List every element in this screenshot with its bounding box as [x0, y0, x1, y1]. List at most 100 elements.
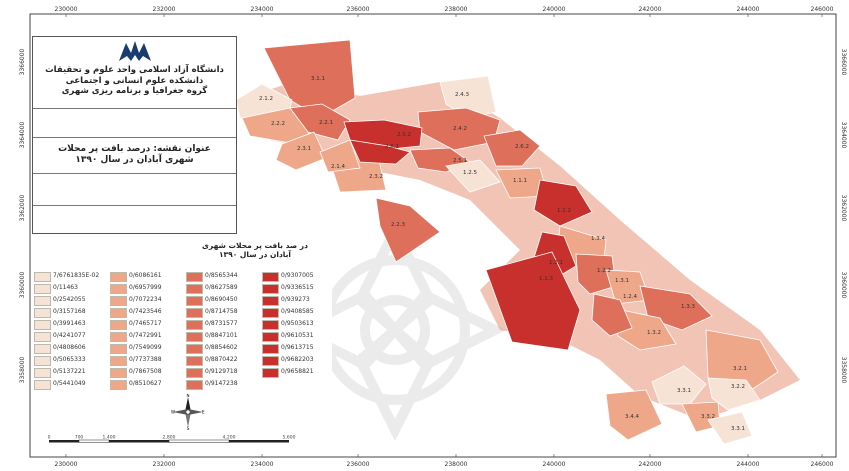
x-tick-label: 244000 — [737, 6, 760, 13]
north-arrow-icon: N S W E — [171, 394, 205, 430]
neighbourhood-label: 1.2.4 — [623, 294, 637, 300]
neighbourhood-label: 2.5.2 — [397, 132, 411, 138]
legend-label: 7/6761835E-02 — [53, 272, 100, 279]
x-tick-label: 232000 — [153, 461, 176, 468]
legend-item: 0/939273 — [260, 294, 333, 306]
legend-item: 0/8854602 — [184, 342, 257, 354]
legend-swatch — [110, 296, 127, 306]
neighbourhood-label: 2.3.2 — [369, 174, 383, 180]
neighbourhood-label: 2.6.2 — [515, 144, 529, 150]
legend-swatch — [110, 332, 127, 342]
legend-swatch — [262, 332, 279, 342]
legend-label: 0/9408585 — [281, 308, 314, 315]
neighbourhood-label: 1.2.1 — [549, 260, 563, 266]
neighbourhood-label: 2.2.2 — [271, 121, 285, 127]
neighbourhood-label: 1.3.4 — [591, 236, 605, 242]
legend-item: 0/9307005 — [260, 270, 333, 282]
legend-swatch — [34, 284, 51, 294]
y-tick-label: 3362000 — [840, 195, 847, 222]
scale-label: 4,200 — [223, 435, 236, 441]
legend-label: 0/9307005 — [281, 272, 314, 279]
institution-line-3: گروه جغرافیا و برنامه ریزی شهری — [61, 86, 208, 96]
legend-item: 0/8870422 — [184, 354, 257, 366]
neighbourhood-label: 3.3.2 — [701, 414, 715, 420]
neighbourhood-label: 3.2.1 — [733, 366, 747, 372]
scale-label: 2,800 — [163, 435, 176, 441]
legend-title-line-2: آبادان در سال ۱۳۹۰ — [218, 250, 292, 259]
institution-block: دانشگاه آزاد اسلامی واحد علوم و تحقیقات … — [33, 37, 236, 109]
legend-item: 0/5065333 — [32, 354, 105, 366]
legend-label: 0/9682203 — [281, 356, 314, 363]
legend-swatch — [186, 368, 203, 378]
legend-label: 0/7465717 — [129, 320, 162, 327]
neighbourhood-label: 1.3.1 — [615, 278, 629, 284]
legend-swatch — [262, 344, 279, 354]
x-tick-label: 236000 — [347, 6, 370, 13]
x-axis-bottom-ticks: 230000 232000 234000 236000 238000 240000 2420… — [55, 454, 834, 468]
legend-swatch — [186, 356, 203, 366]
university-logo-icon — [119, 41, 151, 61]
neighbourhood-label: 2.4.2 — [453, 126, 467, 132]
neighbourhood-polygon — [707, 377, 761, 411]
neighbourhood-label: 2.3.1 — [297, 146, 311, 152]
y-tick-label: 3364000 — [840, 122, 847, 149]
neighbourhood-polygon — [705, 329, 779, 393]
legend-title-line-1: در صد بافت پر محلات شهری — [202, 241, 308, 250]
neighbourhood-label: 1.1.3 — [539, 276, 553, 282]
legend-item: 0/7867508 — [108, 366, 181, 378]
neighbourhood-label: 1.1.2 — [557, 208, 571, 214]
legend-swatch — [262, 368, 279, 378]
legend-swatch — [110, 272, 127, 282]
legend-item: 0/4241077 — [32, 330, 105, 342]
x-tick-label: 238000 — [445, 461, 468, 468]
x-tick-label: 234000 — [251, 6, 274, 13]
legend-label: 0/3991463 — [53, 320, 86, 327]
institution-name: دانشگاه آزاد اسلامی واحد علوم و تحقیقات … — [33, 65, 236, 97]
legend-label: 0/8627589 — [205, 284, 238, 291]
neighbourhood-polygon — [485, 251, 581, 351]
legend-label: 0/8847101 — [205, 332, 238, 339]
west-label: W — [171, 410, 175, 415]
neighbourhood-label: 1.2.2 — [597, 268, 611, 274]
y-tick-label: 3362000 — [19, 194, 26, 221]
neighbourhood-label: 3.4.4 — [625, 414, 639, 420]
title-block: دانشگاه آزاد اسلامی واحد علوم و تحقیقات … — [32, 36, 237, 234]
legend-swatch — [34, 272, 51, 282]
legend-label: 0/4808606 — [53, 344, 86, 351]
legend-swatch — [110, 356, 127, 366]
scale-label: 5,600 — [283, 435, 296, 441]
legend-item: 0/9613715 — [260, 342, 333, 354]
neighbourhood-polygon — [263, 39, 356, 119]
legend-item: 0/3991463 — [32, 318, 105, 330]
x-tick-label: 240000 — [543, 6, 566, 13]
legend-label: 0/7423546 — [129, 308, 162, 315]
legend-item: 0/6086161 — [108, 270, 181, 282]
legend-label: 0/7072234 — [129, 296, 162, 303]
north-label: N — [187, 394, 190, 398]
legend-swatch — [186, 320, 203, 330]
legend-swatch — [34, 344, 51, 354]
x-tick-label: 246000 — [811, 6, 834, 13]
x-tick-label: 232000 — [153, 6, 176, 13]
x-tick-label: 234000 — [251, 461, 274, 468]
legend-swatch — [186, 380, 203, 390]
legend-item: 0/11463 — [32, 282, 105, 294]
legend-label: 0/8854602 — [205, 344, 238, 351]
legend-item: 0/7465717 — [108, 318, 181, 330]
y-axis-right-ticks: 3366000 3364000 3362000 3360000 3358000 — [840, 49, 847, 384]
legend-item: 0/9408585 — [260, 306, 333, 318]
neighbourhood-polygon — [651, 365, 707, 405]
y-tick-label: 3360000 — [840, 272, 847, 299]
legend-swatch — [262, 320, 279, 330]
legend-item: 0/3157168 — [32, 306, 105, 318]
scale-segment — [109, 440, 169, 443]
legend-item: 0/7549099 — [108, 342, 181, 354]
neighbourhood-label: 1.2.5 — [463, 170, 477, 176]
map-title-row: عنوان نقشه: درصد بافت پر محلات شهری آباد… — [33, 138, 236, 174]
neighbourhood-label: 3.3.1 — [731, 426, 745, 432]
legend-item: 0/9147238 — [184, 378, 257, 390]
legend-label: 0/7472991 — [129, 332, 162, 339]
legend-item: 0/8847101 — [184, 330, 257, 342]
neighbourhood-polygon — [591, 293, 633, 337]
legend-swatch — [186, 272, 203, 282]
